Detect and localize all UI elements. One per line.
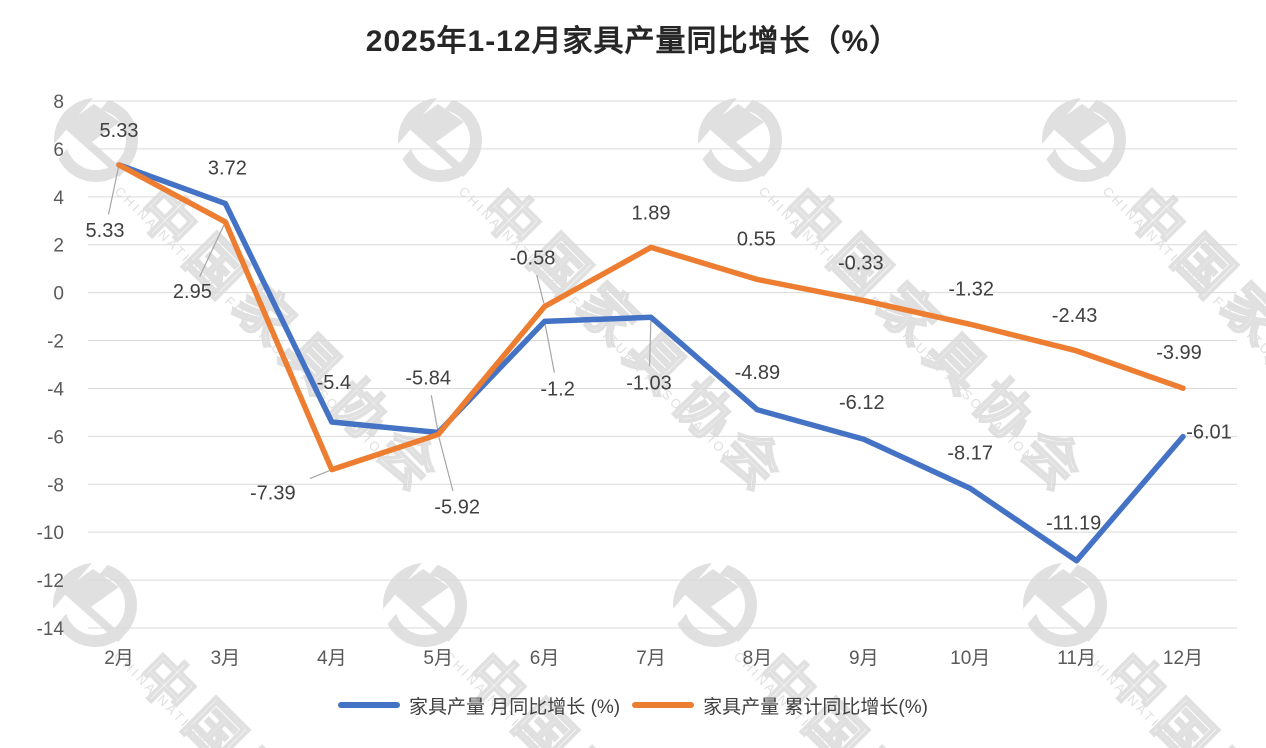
series-line-monthly bbox=[116, 162, 1186, 564]
y-axis-tick-label: -12 bbox=[37, 571, 64, 592]
data-label: -4.89 bbox=[735, 362, 781, 384]
data-label: -5.4 bbox=[317, 372, 351, 394]
gridlines bbox=[88, 100, 1237, 629]
legend-item-monthly: 家具产量 月同比增长 (%) bbox=[338, 692, 620, 719]
x-axis-tick-label: 9月 bbox=[849, 648, 879, 669]
leader-line bbox=[309, 470, 330, 480]
data-label: -11.19 bbox=[1046, 513, 1101, 535]
x-axis-tick-label: 12月 bbox=[1163, 648, 1203, 669]
data-label: -6.01 bbox=[1186, 422, 1232, 444]
leader-line bbox=[438, 437, 454, 492]
x-axis-tick-label: 5月 bbox=[423, 648, 453, 669]
legend-swatch-cumulative-icon bbox=[632, 702, 695, 708]
x-axis-tick-label: 3月 bbox=[211, 648, 241, 669]
leader-line bbox=[199, 224, 225, 277]
x-axis-tick-label: 6月 bbox=[530, 648, 560, 669]
x-axis-tick-label: 7月 bbox=[636, 648, 666, 669]
data-label: -8.17 bbox=[947, 442, 993, 464]
y-axis-tick-label: -2 bbox=[47, 332, 64, 353]
leader-line bbox=[648, 320, 652, 367]
watermark-en-text: CHINA NATIONAL FURNITURE ASSOCIATION bbox=[456, 184, 738, 466]
leader-line bbox=[107, 167, 119, 215]
data-label: -0.58 bbox=[510, 248, 556, 270]
data-label: 2.95 bbox=[173, 281, 212, 303]
data-labels: 5.33 3.72 -5.4 -5.84 -1.2 -1.03 -4.89 -6.12 -8.1… bbox=[86, 120, 1232, 535]
data-label: 5.33 bbox=[100, 120, 139, 142]
label-leader-lines bbox=[107, 167, 652, 492]
leader-line bbox=[536, 274, 545, 304]
data-label: -1.03 bbox=[626, 372, 672, 394]
data-label: -7.39 bbox=[250, 483, 296, 505]
data-label: -0.33 bbox=[838, 253, 884, 275]
data-label: -3.99 bbox=[1156, 342, 1202, 364]
data-label: 0.55 bbox=[737, 228, 776, 250]
y-axis-tick-label: -6 bbox=[47, 427, 64, 448]
x-axis-tick-label: 2月 bbox=[104, 648, 134, 669]
x-axis-tick-label: 10月 bbox=[950, 648, 990, 669]
legend-swatch-monthly-icon bbox=[338, 702, 401, 708]
data-label: -2.43 bbox=[1052, 305, 1098, 327]
x-axis-tick-label: 4月 bbox=[317, 648, 347, 669]
data-label: -1.2 bbox=[540, 378, 574, 400]
y-axis-tick-label: -4 bbox=[47, 379, 64, 400]
y-axis-tick-label: 2 bbox=[53, 236, 64, 257]
chart-legend: 家具产量 月同比增长 (%) 家具产量 累计同比增长(%) bbox=[0, 689, 1266, 721]
data-label: -6.12 bbox=[839, 392, 885, 414]
y-axis-tick-label: 0 bbox=[53, 284, 64, 305]
y-axis-tick-label: -10 bbox=[37, 523, 64, 544]
watermark-cn-text: 中国家具协会 bbox=[470, 176, 803, 509]
y-axis-tick-label: -8 bbox=[47, 475, 64, 496]
legend-label-monthly: 家具产量 月同比增长 (%) bbox=[409, 696, 621, 718]
series-line-cumulative bbox=[116, 162, 1186, 473]
y-axis-tick-label: 8 bbox=[53, 92, 64, 113]
data-label: -5.84 bbox=[405, 368, 451, 390]
axis-labels: 8 6 4 2 0 -2 -4 -6 -8 -10 -12 -14 2月 3月 4月 5月 6月 7月 8月 9月 10… bbox=[37, 92, 1204, 669]
data-label: 5.33 bbox=[86, 220, 125, 242]
data-label: -1.32 bbox=[948, 278, 994, 300]
x-axis-tick-label: 11月 bbox=[1057, 648, 1096, 669]
legend-label-cumulative: 家具产量 累计同比增长(%) bbox=[703, 696, 928, 718]
x-axis-tick-label: 8月 bbox=[743, 648, 773, 669]
data-label: -5.92 bbox=[434, 496, 480, 518]
chart-title: 2025年1-12月家具产量同比增长（%） bbox=[365, 25, 901, 58]
leader-line bbox=[544, 324, 555, 373]
y-axis-tick-label: -14 bbox=[37, 619, 65, 640]
y-axis-tick-label: 6 bbox=[53, 140, 64, 161]
data-label: 1.89 bbox=[632, 202, 671, 224]
leader-line bbox=[430, 395, 439, 430]
y-axis-tick-label: 4 bbox=[53, 188, 64, 209]
legend-item-cumulative: 家具产量 累计同比增长(%) bbox=[632, 692, 928, 719]
data-label: 3.72 bbox=[208, 158, 247, 180]
